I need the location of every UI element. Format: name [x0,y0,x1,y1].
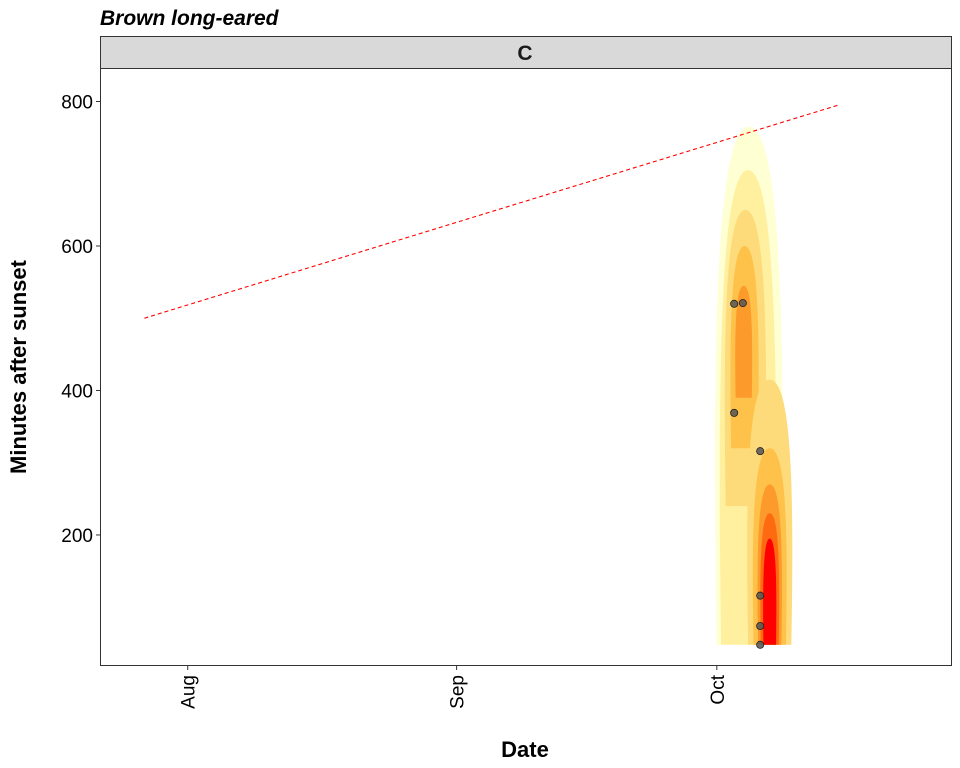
x-axis: Aug Sep Oct [179,665,729,709]
y-tick-label: 400 [61,381,93,402]
plot-panel [100,68,952,666]
x-tick-label: Sep [448,675,469,709]
chart-title: Brown long-eared [100,7,280,30]
density-level-5-upper [735,285,753,398]
facet-label: C [517,42,532,65]
night-end-line [144,104,839,319]
density-contours [714,126,793,645]
y-tick-label: 200 [61,526,93,547]
density-level-7-lower [763,538,777,645]
x-tick-label: Oct [708,674,729,704]
x-tick-label: Aug [179,675,200,709]
x-axis-title: Date [501,737,549,762]
data-point [756,447,765,456]
data-point [756,591,765,600]
night-end-line-layer [144,104,839,319]
points-layer [730,299,765,649]
data-point [730,408,739,417]
data-point [730,299,739,308]
data-point [756,640,765,649]
data-point [756,621,765,630]
data-point [738,299,747,308]
y-axis: 200 400 600 800 [61,93,101,547]
facet-strip [100,36,952,69]
y-tick-label: 600 [61,237,93,258]
y-axis-title: Minutes after sunset [6,259,31,474]
y-tick-label: 800 [61,93,93,114]
